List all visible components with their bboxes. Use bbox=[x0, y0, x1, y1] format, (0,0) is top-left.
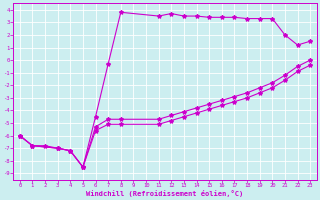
X-axis label: Windchill (Refroidissement éolien,°C): Windchill (Refroidissement éolien,°C) bbox=[86, 190, 244, 197]
